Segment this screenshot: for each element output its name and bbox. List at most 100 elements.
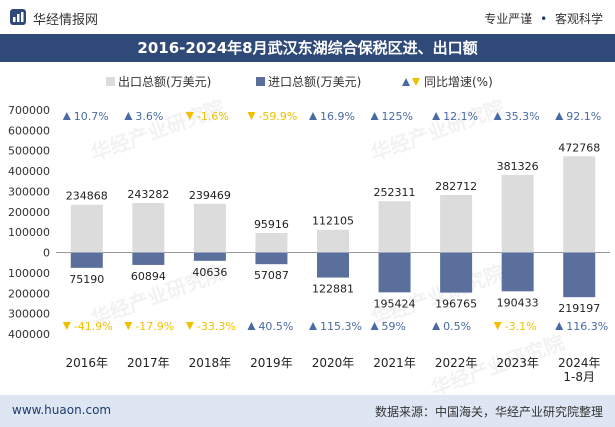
export-growth-down-icon [185, 112, 194, 120]
legend-up-triangle [402, 78, 410, 86]
y-tick-label: 700000 [8, 104, 50, 117]
x-category-label: 2017年 [127, 356, 170, 370]
import-growth-down-icon [493, 322, 502, 330]
tag-separator: • [540, 12, 548, 26]
brand-name: 华经情报网 [33, 13, 99, 28]
export-bar [70, 204, 103, 253]
export-growth-label: -1.6% [197, 110, 229, 123]
y-tick-label: 300000 [8, 308, 50, 321]
import-growth-label: 0.5% [443, 320, 471, 333]
import-value-label: 57087 [254, 269, 289, 282]
export-growth-up-icon [309, 112, 317, 120]
import-value-label: 40636 [192, 266, 227, 279]
export-value-label: 112105 [312, 215, 354, 228]
legend-down-triangle [412, 78, 420, 86]
export-growth-label: 16.9% [320, 110, 355, 123]
export-bar [378, 201, 411, 253]
export-bar [132, 203, 165, 253]
import-growth-label: -17.9% [135, 320, 174, 333]
export-growth-down-icon [247, 112, 256, 120]
export-growth-label: 12.1% [443, 110, 478, 123]
data-source: 数据来源：中国海关，华经产业研究院整理 [374, 405, 603, 419]
legend-import-swatch [256, 77, 265, 86]
export-growth-up-icon [62, 112, 71, 120]
y-tick-label: 100000 [8, 226, 50, 239]
export-growth-up-icon [370, 112, 379, 120]
watermark-text: 华经产业研究院 [88, 95, 228, 165]
huajing-logo-icon [10, 9, 26, 25]
title-bar [0, 34, 615, 62]
import-growth-up-icon [370, 322, 379, 330]
export-bar [440, 194, 473, 253]
legend-growth-label: 同比增速(%) [424, 75, 493, 89]
import-growth-up-icon [555, 322, 564, 330]
export-value-label: 239469 [189, 189, 231, 202]
header-tags: 专业严谨 • 客观科学 [484, 10, 603, 27]
y-tick-label: 400000 [8, 165, 50, 178]
import-bar [255, 252, 288, 265]
export-growth-up-icon [555, 112, 564, 120]
export-bar [501, 174, 534, 253]
export-bar [255, 233, 288, 253]
tag-objective: 客观科学 [554, 12, 603, 26]
export-bar [317, 229, 349, 253]
import-bar [132, 252, 165, 265]
import-bar [70, 252, 103, 268]
export-growth-label: 3.6% [135, 110, 163, 123]
x-category-label: 2022年 [435, 356, 478, 370]
export-growth-label: 125% [382, 110, 413, 123]
import-growth-down-icon [62, 322, 71, 330]
export-value-label: 472768 [558, 141, 600, 154]
x-category-label: 2019年 [250, 356, 293, 370]
import-growth-up-icon [247, 322, 256, 330]
chart-title: 2016-2024年8月武汉东湖综合保税区进、出口额 [137, 39, 478, 57]
import-growth-label: -41.9% [74, 320, 113, 333]
import-growth-label: 116.3% [566, 320, 608, 333]
import-bar [440, 252, 473, 293]
import-value-label: 219197 [558, 302, 600, 315]
import-bar [317, 252, 349, 278]
y-tick-label: 0 [43, 247, 50, 260]
import-growth-down-icon [185, 322, 194, 330]
x-category-label: 2016年 [66, 356, 109, 370]
export-value-label: 234868 [66, 190, 108, 203]
export-value-label: 243282 [127, 188, 169, 201]
y-tick-label: 600000 [8, 124, 50, 137]
export-growth-label: 10.7% [74, 110, 109, 123]
import-bar [563, 252, 596, 298]
site-url[interactable]: www.huaon.com [12, 403, 112, 417]
watermark-text: 华经产业研究院 [368, 95, 508, 165]
import-value-label: 196765 [435, 298, 477, 311]
import-growth-label: 59% [382, 320, 406, 333]
export-value-label: 95916 [254, 218, 289, 231]
import-bar [193, 252, 226, 261]
x-category-label: 1-8月 [563, 370, 595, 384]
y-tick-label: 400000 [8, 328, 50, 341]
import-growth-label: -33.3% [197, 320, 236, 333]
y-tick-label: 500000 [8, 145, 50, 158]
x-category-label: 2023年 [496, 356, 539, 370]
export-bar [563, 156, 596, 253]
import-value-label: 122881 [312, 283, 354, 296]
x-category-label: 2020年 [312, 356, 355, 370]
export-growth-up-icon [124, 112, 133, 120]
y-tick-label: 200000 [8, 206, 50, 219]
export-growth-label: 92.1% [566, 110, 601, 123]
legend-export-label: 出口总额(万美元) [118, 75, 211, 89]
export-bar [193, 203, 226, 253]
y-tick-label: 100000 [8, 267, 50, 280]
export-growth-up-icon [432, 112, 441, 120]
tag-professional: 专业严谨 [484, 12, 533, 26]
import-growth-label: -3.1% [505, 320, 537, 333]
import-growth-up-icon [432, 322, 441, 330]
import-value-label: 60894 [131, 270, 166, 283]
export-growth-up-icon [493, 112, 502, 120]
x-category-label: 2018年 [189, 356, 232, 370]
y-tick-label: 300000 [8, 185, 50, 198]
export-growth-label: -59.9% [258, 110, 297, 123]
export-value-label: 282712 [435, 180, 477, 193]
legend-import-label: 进口总额(万美元) [268, 75, 361, 89]
import-growth-label: 40.5% [258, 320, 293, 333]
import-value-label: 190433 [497, 296, 539, 309]
import-growth-down-icon [124, 322, 133, 330]
